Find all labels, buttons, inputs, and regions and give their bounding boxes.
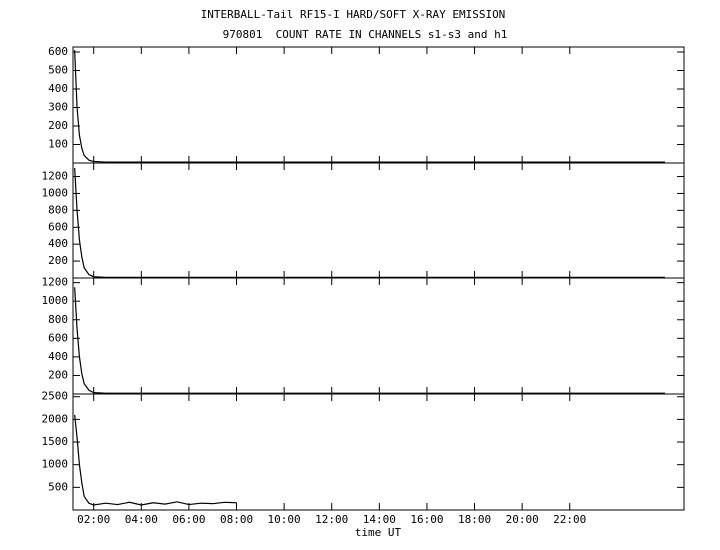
x-tick-label: 16:00 <box>410 513 443 526</box>
y-tick-label: 1000 <box>42 458 69 471</box>
panel-frame <box>72 393 685 511</box>
data-line <box>74 414 237 506</box>
y-tick-label: 1500 <box>42 435 69 448</box>
y-tick-label: 800 <box>48 313 68 326</box>
x-tick-label: 22:00 <box>553 513 586 526</box>
y-tick-label: 2500 <box>42 390 69 403</box>
x-tick-label: 18:00 <box>458 513 491 526</box>
x-tick-label: 02:00 <box>77 513 110 526</box>
y-tick-label: 200 <box>48 119 68 132</box>
data-line <box>74 50 665 163</box>
y-tick-label: 2000 <box>42 412 69 425</box>
y-tick-label: 200 <box>48 254 68 267</box>
y-tick-label: 600 <box>48 331 68 344</box>
x-tick-label: 14:00 <box>363 513 396 526</box>
panel-frame <box>72 46 685 164</box>
x-tick-label: 10:00 <box>268 513 301 526</box>
panel-frame <box>72 162 685 279</box>
chart-title: INTERBALL-Tail RF15-I HARD/SOFT X-RAY EM… <box>201 8 506 21</box>
y-tick-label: 600 <box>48 45 68 58</box>
y-tick-label: 200 <box>48 368 68 381</box>
y-tick-label: 1200 <box>42 170 69 183</box>
x-tick-label: 12:00 <box>315 513 348 526</box>
chart-subtitle: 970801 COUNT RATE IN CHANNELS s1-s3 and … <box>223 28 508 41</box>
x-axis-label: time UT <box>355 526 402 539</box>
x-tick-label: 20:00 <box>506 513 539 526</box>
y-tick-label: 600 <box>48 220 68 233</box>
y-tick-label: 1200 <box>42 276 69 289</box>
y-tick-label: 100 <box>48 137 68 150</box>
y-tick-label: 400 <box>48 350 68 363</box>
x-tick-label: 04:00 <box>125 513 158 526</box>
panel-frame <box>72 277 685 395</box>
data-line <box>74 287 665 394</box>
x-tick-label: 06:00 <box>172 513 205 526</box>
data-line <box>74 168 665 278</box>
y-tick-label: 400 <box>48 237 68 250</box>
y-tick-label: 400 <box>48 82 68 95</box>
y-tick-label: 1000 <box>42 186 69 199</box>
y-tick-label: 1000 <box>42 294 69 307</box>
y-tick-label: 500 <box>48 480 68 493</box>
y-tick-label: 500 <box>48 63 68 76</box>
y-tick-label: 300 <box>48 100 68 113</box>
x-tick-label: 08:00 <box>220 513 253 526</box>
y-tick-label: 800 <box>48 203 68 216</box>
